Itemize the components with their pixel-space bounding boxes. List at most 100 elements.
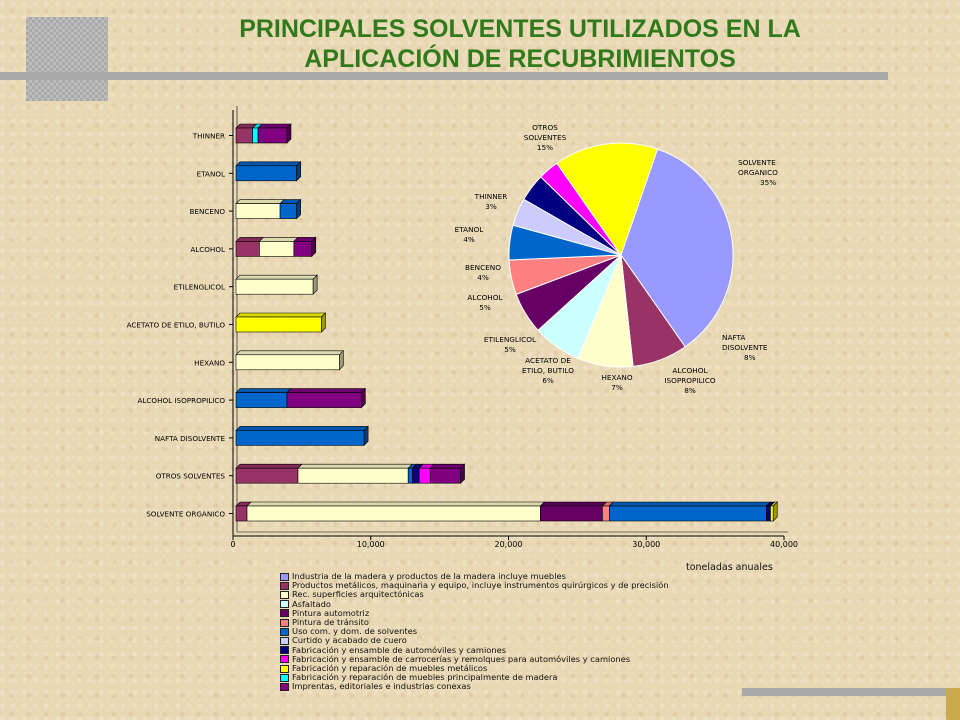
legend-label: Imprentas, editoriales e industrias cone… xyxy=(292,681,471,692)
bar-segment xyxy=(235,161,302,182)
bar-segment xyxy=(235,388,292,408)
bar-segment-face xyxy=(235,467,299,484)
legend-item: Pintura automotriz xyxy=(280,607,669,618)
bar-side-face xyxy=(296,198,301,220)
pie-label-percent: 6% xyxy=(542,376,554,385)
y-tick-label: ETILENGLICOL xyxy=(174,283,225,292)
bar-plot: 0 10,000 20,000 30,000 40,000 THINNER ETANOL BE… xyxy=(127,106,798,549)
bar-segment-face xyxy=(252,127,259,144)
bar-segment-top xyxy=(235,161,302,167)
pie-label-line: ALCOHOL xyxy=(467,293,503,302)
bar-side-face xyxy=(321,312,326,333)
pie-label-line: ETANOL xyxy=(455,225,485,234)
bar-segment-top xyxy=(258,237,299,242)
decorative-rule-bottom xyxy=(742,688,960,696)
pie-label-line: SOLVENTE xyxy=(738,158,776,167)
pie-label-percent: 5% xyxy=(504,345,516,354)
legend-label: Fabricación y ensamble de automóviles y … xyxy=(292,644,507,655)
bar-segment xyxy=(235,350,345,371)
bar-segment-top xyxy=(235,388,292,393)
legend-item: Fabricación y ensamble de carrocerías y … xyxy=(280,654,669,664)
pie-chart: SOLVENTEORGANICO35%NAFTADISOLVENTE8%ALCO… xyxy=(455,123,779,395)
bar-segment xyxy=(235,199,285,219)
bar-segment-face xyxy=(235,127,253,144)
bar-segment-top xyxy=(235,237,265,242)
legend-item: Fabricación y reparación de muebles metá… xyxy=(280,663,669,673)
bar-side-face xyxy=(296,161,301,182)
bar-segment-face xyxy=(297,467,409,484)
decorative-rule-top xyxy=(0,72,888,80)
legend-item: Uso com. y dom. de solventes xyxy=(280,627,669,636)
x-tick-label: 30,000 xyxy=(632,540,660,549)
bar-segment-top xyxy=(235,463,303,469)
pie-label-line: DISOLVENTE xyxy=(722,343,768,352)
pie-label-percent: 8% xyxy=(744,353,756,362)
bar-segment-top xyxy=(286,388,367,393)
pie-label-percent: 7% xyxy=(611,383,623,392)
bar-segment-face xyxy=(235,165,297,182)
y-tick-label: ETANOL xyxy=(197,169,225,178)
pie-label-line: NAFTA xyxy=(722,333,745,342)
y-tick-label: ALCOHOL ISOPROPILICO xyxy=(137,396,225,405)
bar-segment xyxy=(418,463,435,484)
pie-label-line: ORGANICO xyxy=(738,168,778,177)
pie-label-line: ALCOHOL xyxy=(672,366,708,375)
bar-segment-top xyxy=(257,123,292,129)
bar-segment xyxy=(429,463,466,484)
legend-item: Pintura de tránsito xyxy=(280,617,669,627)
bar-segment-face xyxy=(257,127,288,144)
legend-item: Productos metálicos, maquinaria y equipo… xyxy=(280,580,669,590)
bar-segment-top xyxy=(297,463,413,469)
decorative-corner xyxy=(946,688,960,720)
y-tick-label: BENCENO xyxy=(190,207,226,216)
legend-swatch xyxy=(280,664,289,673)
pie-label-line: ETILO, BUTILO xyxy=(522,366,574,375)
pie-label-percent: 4% xyxy=(463,235,475,244)
legend-swatch xyxy=(280,609,289,618)
legend-item: Asfaltado xyxy=(280,599,669,609)
legend-swatch xyxy=(280,637,289,646)
pie-label-percent: 3% xyxy=(485,202,497,211)
bar-segment xyxy=(235,426,369,446)
bar-side-face xyxy=(772,501,778,522)
title-line-1: PRINCIPALES SOLVENTES UTILIZADOS EN LA xyxy=(239,15,801,43)
pie-label-percent: 8% xyxy=(684,386,696,395)
bar-segment-top xyxy=(235,312,327,318)
bar-segment-top xyxy=(539,501,608,507)
legend-label: Pintura automotriz xyxy=(292,607,370,618)
bar-segment-face xyxy=(235,203,281,219)
bar-segment-face xyxy=(412,467,420,484)
x-tick-label: 20,000 xyxy=(495,540,523,549)
legend-label: Industria de la madera y productos de la… xyxy=(292,571,566,581)
y-tick-label: HEXANO xyxy=(194,358,225,367)
bar-segment xyxy=(608,501,772,522)
y-tick-label: ALCOHOL xyxy=(190,245,225,254)
legend-label: Uso com. y dom. de solventes xyxy=(292,626,418,637)
pie-slice xyxy=(556,142,659,257)
bar-side-face xyxy=(286,123,292,144)
pie-slice xyxy=(620,148,734,348)
bar-segment-top xyxy=(608,501,772,507)
legend-swatch xyxy=(280,683,289,692)
bar-segment-face xyxy=(235,354,340,371)
bar-segment-face xyxy=(259,241,295,257)
legend-item: Imprentas, editoriales e industrias cone… xyxy=(280,682,669,691)
bar-segment xyxy=(286,388,367,408)
legend-swatch xyxy=(280,655,289,664)
bar-segment xyxy=(297,463,413,484)
bar-segment xyxy=(257,123,292,144)
bar-segment xyxy=(279,199,302,219)
bar-segment-face xyxy=(235,316,322,333)
pie-label-percent: 15% xyxy=(537,143,553,152)
x-axis-title: toneladas anuales xyxy=(686,562,773,573)
decorative-square xyxy=(26,17,108,101)
bar-segment-top xyxy=(429,463,466,469)
bar-segment xyxy=(235,463,303,484)
